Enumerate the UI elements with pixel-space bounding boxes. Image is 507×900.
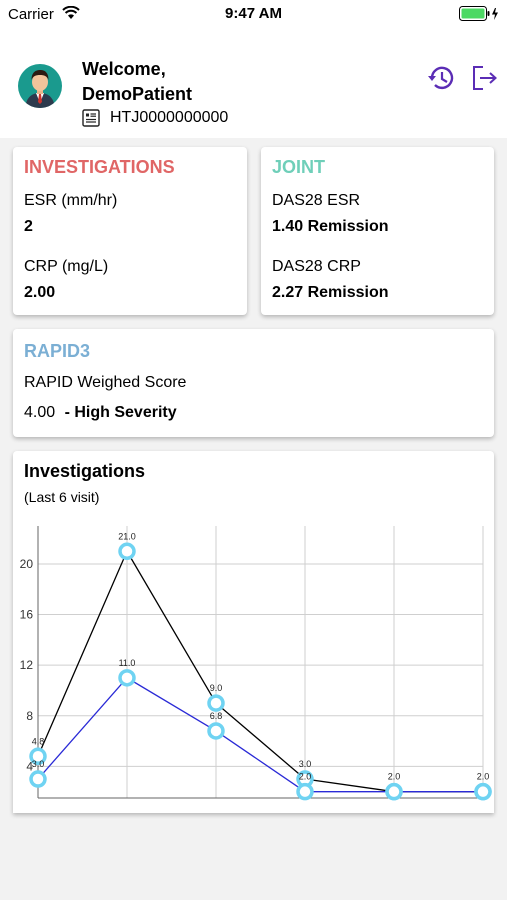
series-2-point (474, 782, 492, 801)
rapid3-card[interactable]: RAPID3 RAPID Weighed Score 4.00 - High S… (13, 329, 494, 437)
investigations-card[interactable]: INVESTIGATIONS ESR (mm/hr) 2 CRP (mg/L) … (13, 147, 247, 315)
das28-crp-label: DAS28 CRP (272, 258, 361, 275)
rapid3-title: RAPID3 (24, 341, 91, 361)
id-card-icon (82, 109, 100, 127)
investigations-title: INVESTIGATIONS (24, 157, 175, 177)
series-line-1 (37, 549, 483, 793)
series-2-point (207, 722, 225, 740)
crp-value: 2.00 (24, 284, 56, 301)
investigations-chart-card: Investigations (Last 6 visit) 4 8 12 16 20 4.… (13, 451, 494, 813)
rapid-severity: - High Severity (64, 404, 177, 421)
patient-id: HTJ0000000000 (110, 109, 229, 126)
series-2-point (385, 782, 403, 801)
series-1-point (118, 542, 136, 561)
investigations-line-chart: 4 8 12 16 20 4.8 21.0 9.0 3.0 2.0 2.0 3.0 11.0 6.8 2.0 (20, 526, 492, 801)
data-label: 4.8 (32, 736, 45, 746)
history-icon[interactable] (427, 64, 455, 92)
status-time: 9:47 AM (225, 5, 282, 22)
logout-icon[interactable] (471, 64, 499, 92)
series-2-point (29, 770, 47, 788)
y-tick-label: 16 (20, 608, 34, 622)
data-label: 2.0 (477, 772, 490, 782)
esr-value: 2 (24, 218, 33, 235)
data-label: 3.0 (299, 759, 312, 769)
data-label: 21.0 (118, 531, 136, 541)
status-bar: Carrier 9:47 AM (0, 0, 507, 28)
das28-esr-label: DAS28 ESR (272, 192, 361, 209)
avatar (18, 64, 62, 108)
battery-icon (459, 6, 498, 21)
chart-subtitle: (Last 6 visit) (24, 489, 100, 505)
y-tick-label: 4 (26, 759, 33, 773)
joint-card[interactable]: JOINT DAS28 ESR 1.40 Remission DAS28 CRP… (261, 147, 494, 315)
rapid-score-value: 4.00 (24, 404, 56, 421)
y-tick-label: 12 (20, 658, 34, 672)
data-label: 11.0 (119, 658, 136, 668)
series-1-point (207, 694, 225, 712)
data-label: 9.0 (210, 683, 223, 693)
carrier-label: Carrier (8, 6, 54, 23)
series-line-2 (37, 676, 483, 793)
welcome-text: Welcome, DemoPatient (82, 57, 192, 107)
das28-esr-value: 1.40 Remission (272, 218, 389, 235)
rapid-score-label: RAPID Weighed Score (24, 374, 187, 391)
series-1-point (29, 747, 47, 766)
profile-header: Welcome, DemoPatient HTJ0000000000 (0, 28, 507, 138)
wifi-icon (62, 6, 80, 19)
das28-crp-value: 2.27 Remission (272, 284, 389, 301)
data-label: 2.0 (299, 772, 312, 782)
data-label: 6.8 (210, 711, 223, 721)
welcome-greeting: Welcome, (82, 59, 166, 79)
crp-label: CRP (mg/L) (24, 258, 109, 275)
series-2-point (296, 782, 314, 801)
y-tick-label: 20 (20, 557, 34, 571)
y-tick-label: 8 (26, 709, 33, 723)
patient-name: DemoPatient (82, 84, 193, 104)
data-label: 3.0 (32, 759, 45, 769)
data-label: 2.0 (388, 772, 401, 782)
series-2-point (118, 669, 136, 687)
rapid-score-row: 4.00 - High Severity (24, 404, 177, 422)
joint-title: JOINT (272, 157, 326, 177)
esr-label: ESR (mm/hr) (24, 192, 118, 209)
chart-title: Investigations (24, 461, 146, 481)
